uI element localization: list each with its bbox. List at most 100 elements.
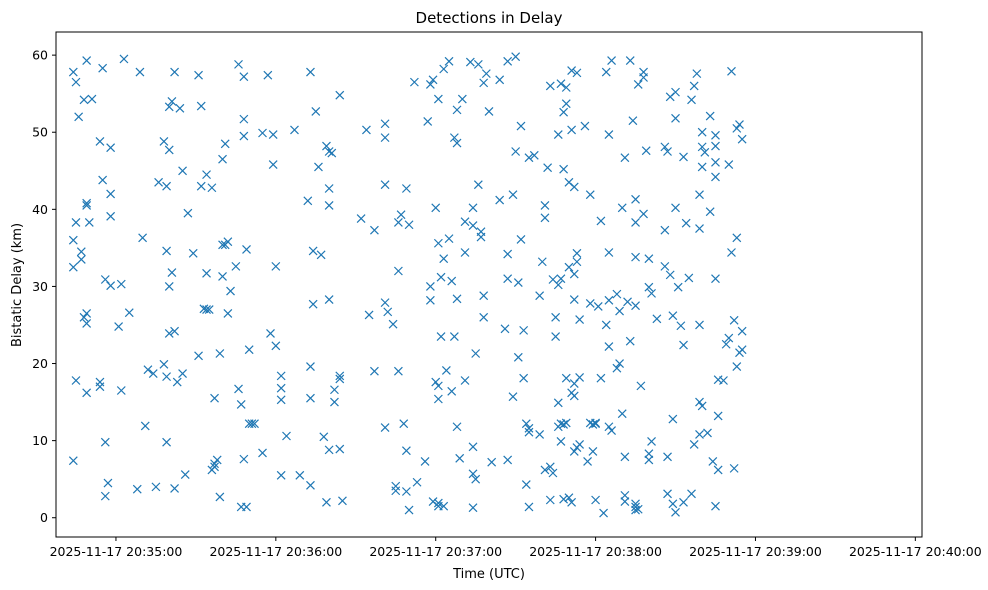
data-point — [335, 374, 345, 384]
data-point — [82, 201, 92, 210]
data-point — [615, 359, 624, 368]
x-tick-label: 2025-11-17 20:36:00 — [209, 544, 342, 559]
data-point — [660, 142, 670, 152]
data-point — [695, 430, 704, 439]
data-point — [596, 216, 606, 226]
data-point — [114, 322, 124, 331]
data-point — [473, 59, 483, 69]
data-point — [601, 67, 611, 77]
data-point — [202, 170, 211, 180]
data-point — [540, 465, 550, 475]
data-point — [396, 210, 406, 220]
data-point — [324, 445, 334, 455]
data-point — [202, 305, 211, 314]
data-point — [324, 201, 334, 210]
data-point — [106, 211, 116, 221]
data-point — [468, 469, 478, 479]
data-point — [553, 398, 563, 408]
data-point — [567, 497, 577, 507]
data-point — [697, 401, 707, 411]
data-point — [665, 270, 675, 280]
data-point — [188, 248, 198, 258]
data-point — [447, 276, 457, 286]
data-point — [663, 147, 672, 156]
data-point — [695, 190, 704, 200]
data-point — [433, 381, 443, 391]
data-point — [473, 180, 483, 190]
data-point — [393, 218, 403, 227]
data-point — [585, 190, 595, 200]
data-point — [306, 480, 315, 490]
data-point — [425, 282, 435, 291]
data-point — [684, 273, 694, 283]
data-point — [455, 453, 465, 463]
data-point — [140, 421, 150, 431]
data-point — [324, 184, 334, 193]
data-point — [433, 238, 443, 248]
data-point — [689, 440, 699, 449]
data-point — [393, 266, 403, 276]
data-point — [383, 307, 393, 317]
data-point — [439, 501, 449, 511]
data-point — [452, 105, 462, 115]
data-point — [727, 66, 736, 76]
data-points — [68, 52, 747, 518]
data-point — [719, 376, 728, 385]
data-point — [732, 362, 742, 372]
data-point — [729, 463, 739, 473]
data-point — [164, 282, 174, 291]
data-point — [98, 175, 108, 185]
data-point — [572, 68, 582, 78]
data-point — [388, 319, 398, 329]
data-point — [508, 190, 518, 200]
data-point — [612, 363, 622, 373]
data-point — [537, 257, 547, 267]
data-point — [556, 436, 566, 446]
data-point — [633, 80, 643, 89]
data-point — [159, 359, 169, 369]
data-point — [393, 366, 403, 376]
data-point — [647, 288, 656, 298]
data-point — [671, 507, 680, 517]
data-point — [322, 141, 331, 151]
data-point — [162, 246, 172, 256]
data-point — [641, 146, 651, 156]
data-point — [559, 164, 569, 174]
data-point — [167, 268, 177, 277]
y-tick-label: 60 — [32, 48, 48, 63]
data-point — [412, 477, 422, 487]
data-point — [708, 457, 718, 466]
data-point — [607, 56, 616, 65]
data-point — [705, 207, 715, 217]
data-point — [218, 240, 227, 250]
data-point — [553, 280, 563, 290]
data-point — [540, 201, 550, 210]
data-point — [236, 399, 246, 409]
data-point — [727, 248, 736, 257]
data-point — [524, 423, 534, 433]
data-point — [724, 160, 734, 170]
data-point — [524, 153, 534, 163]
data-point — [196, 181, 206, 191]
data-point — [234, 384, 243, 394]
data-point — [436, 272, 446, 282]
data-point — [692, 69, 702, 79]
y-tick-label: 40 — [32, 202, 48, 217]
data-point — [202, 268, 211, 278]
data-point — [479, 291, 489, 301]
data-point — [116, 386, 126, 395]
data-point — [223, 308, 233, 318]
data-point — [106, 189, 116, 199]
data-point — [481, 69, 491, 79]
data-point — [380, 180, 390, 190]
data-point — [567, 66, 577, 75]
data-point — [71, 218, 81, 227]
data-point — [471, 349, 481, 358]
data-point — [631, 301, 640, 311]
data-point — [124, 308, 134, 318]
data-point — [604, 248, 614, 257]
data-point — [737, 345, 747, 355]
data-point — [700, 147, 710, 157]
data-point — [561, 373, 571, 383]
data-point — [711, 501, 720, 511]
